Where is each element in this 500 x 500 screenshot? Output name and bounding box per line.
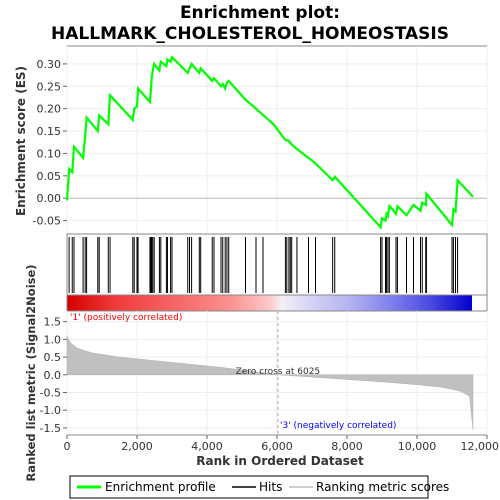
metric-y-tick-label: -1.0 — [40, 404, 61, 417]
hits-panel-frame — [66, 233, 488, 296]
chart-title-line1: Enrichment plot: — [180, 3, 340, 23]
es-y-tick-label: -0.05 — [33, 215, 61, 228]
chart-title-line2: HALLMARK_CHOLESTEROL_HOMEOSTASIS — [51, 24, 449, 44]
ranked-list-heatbar — [67, 295, 472, 311]
metric-y-ticks: -1.5 -1.0 -0.5 0.0 0.5 1.0 1.5 — [40, 316, 67, 435]
es-y-tick-label: 0.05 — [37, 170, 62, 183]
es-y-tick-label: 0.30 — [37, 58, 62, 71]
ranking-metric-area — [66, 335, 474, 430]
es-y-tick-label: 0.10 — [37, 147, 62, 160]
metric-y-tick-label: 1.0 — [44, 333, 62, 346]
negatively-correlated-label: '3' (negatively correlated) — [280, 421, 396, 431]
es-y-ticks: -0.05 0.00 0.05 0.10 0.15 0.20 0.25 0.30 — [33, 58, 67, 228]
x-tick-label: 4,000 — [191, 440, 223, 453]
metric-y-tick-label: 0.0 — [44, 369, 62, 382]
es-y-tick-label: 0.00 — [37, 192, 62, 205]
x-tick-label: 6,000 — [261, 440, 293, 453]
legend: Enrichment profile Hits Ranking metric s… — [69, 475, 449, 499]
positively-correlated-label: '1' (positively correlated) — [70, 313, 182, 323]
metric-y-tick-label: -1.5 — [40, 422, 61, 435]
x-ticks: 0 2,000 4,000 6,000 8,000 10,000 12,000 — [64, 435, 500, 453]
metric-y-axis-label: Ranked list metric (Signal2Noise) — [24, 264, 38, 481]
metric-y-tick-label: -0.5 — [40, 386, 61, 399]
metric-y-tick-label: 1.5 — [44, 316, 62, 329]
x-tick-label: 12,000 — [461, 440, 500, 453]
enrichment-profile-line — [65, 55, 474, 230]
x-tick-label: 0 — [64, 440, 71, 453]
legend-hits-label: Hits — [259, 480, 282, 494]
es-y-tick-label: 0.25 — [37, 80, 62, 93]
es-y-tick-label: 0.15 — [37, 125, 62, 138]
zero-cross-label: Zero cross at 6025 — [236, 367, 321, 377]
x-tick-label: 8,000 — [331, 440, 363, 453]
metric-y-tick-label: 0.5 — [44, 351, 62, 364]
x-axis-label: Rank in Ordered Dataset — [196, 454, 364, 468]
x-tick-label: 10,000 — [398, 440, 437, 453]
legend-enrichment-label: Enrichment profile — [105, 480, 216, 494]
es-y-tick-label: 0.20 — [37, 103, 62, 116]
legend-metric-label: Ranking metric scores — [316, 480, 449, 494]
x-tick-label: 2,000 — [121, 440, 153, 453]
hits-marks — [68, 237, 459, 293]
es-y-axis-label: Enrichment score (ES) — [14, 66, 28, 216]
